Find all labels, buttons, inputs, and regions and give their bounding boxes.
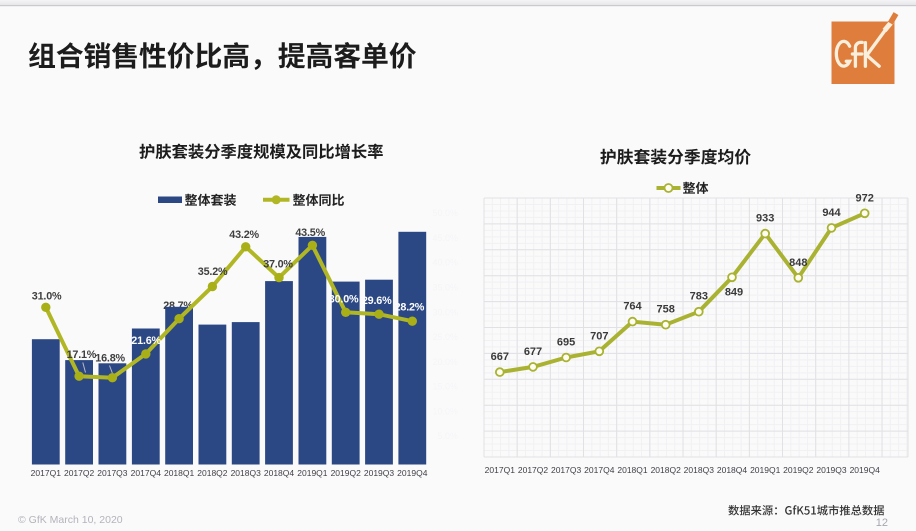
svg-text:2019Q4: 2019Q4 [397, 468, 428, 478]
svg-text:758: 758 [657, 304, 675, 316]
svg-text:2019Q1: 2019Q1 [750, 465, 781, 475]
svg-text:35.2%: 35.2% [198, 266, 228, 278]
svg-text:2017Q3: 2017Q3 [551, 465, 582, 475]
svg-text:2018Q1: 2018Q1 [164, 468, 195, 478]
svg-text:2018Q3: 2018Q3 [231, 468, 262, 478]
svg-text:29.6%: 29.6% [362, 295, 392, 307]
svg-text:783: 783 [690, 291, 708, 303]
svg-text:45.0%: 45.0% [432, 233, 458, 243]
svg-text:2018Q2: 2018Q2 [197, 468, 228, 478]
svg-text:2018Q2: 2018Q2 [651, 465, 682, 475]
svg-text:2018Q4: 2018Q4 [717, 465, 748, 475]
svg-text:5.0%: 5.0% [437, 431, 458, 441]
svg-text:50.0%: 50.0% [432, 208, 458, 218]
svg-text:2017Q2: 2017Q2 [64, 468, 95, 478]
svg-text:2019Q1: 2019Q1 [297, 468, 328, 478]
svg-text:2017Q3: 2017Q3 [97, 468, 128, 478]
svg-text:2017Q4: 2017Q4 [584, 465, 615, 475]
svg-text:944: 944 [822, 207, 841, 219]
svg-text:848: 848 [789, 257, 807, 269]
svg-text:2017Q1: 2017Q1 [31, 468, 62, 478]
svg-text:2019Q2: 2019Q2 [783, 465, 814, 475]
svg-text:12: 12 [876, 517, 888, 529]
svg-text:2018Q1: 2018Q1 [617, 465, 648, 475]
svg-text:2018Q3: 2018Q3 [684, 465, 715, 475]
svg-text:695: 695 [557, 337, 575, 349]
svg-text:764: 764 [623, 301, 642, 313]
svg-text:667: 667 [491, 351, 509, 363]
svg-text:25.0%: 25.0% [432, 332, 458, 342]
svg-text:20.0%: 20.0% [432, 357, 458, 367]
svg-text:40.0%: 40.0% [432, 258, 458, 268]
svg-text:2017Q2: 2017Q2 [518, 465, 549, 475]
svg-text:17.1%: 17.1% [67, 349, 97, 361]
svg-text:2019Q4: 2019Q4 [850, 465, 881, 475]
svg-text:2018Q4: 2018Q4 [264, 468, 295, 478]
svg-text:707: 707 [590, 330, 608, 342]
svg-text:677: 677 [524, 346, 542, 358]
svg-text:933: 933 [756, 213, 774, 225]
svg-text:16.8%: 16.8% [95, 353, 125, 365]
svg-text:28.2%: 28.2% [395, 302, 425, 314]
svg-text:2017Q4: 2017Q4 [131, 468, 162, 478]
svg-text:2019Q3: 2019Q3 [816, 465, 847, 475]
svg-text:972: 972 [856, 192, 874, 204]
svg-text:21.6%: 21.6% [131, 335, 161, 347]
svg-text:30.0%: 30.0% [329, 294, 359, 306]
svg-text:2019Q2: 2019Q2 [331, 468, 362, 478]
svg-text:© GfK March 10, 2020: © GfK March 10, 2020 [18, 514, 123, 526]
svg-text:15.0%: 15.0% [432, 382, 458, 392]
svg-text:43.5%: 43.5% [295, 227, 325, 239]
svg-text:43.2%: 43.2% [229, 229, 259, 241]
svg-text:30.0%: 30.0% [432, 307, 458, 317]
svg-text:10.0%: 10.0% [432, 406, 458, 416]
svg-text:849: 849 [725, 286, 743, 298]
svg-text:37.0%: 37.0% [263, 258, 293, 270]
svg-text:2017Q1: 2017Q1 [485, 465, 516, 475]
svg-text:35.0%: 35.0% [432, 283, 458, 293]
svg-text:2019Q3: 2019Q3 [364, 468, 395, 478]
svg-text:31.0%: 31.0% [32, 291, 62, 303]
